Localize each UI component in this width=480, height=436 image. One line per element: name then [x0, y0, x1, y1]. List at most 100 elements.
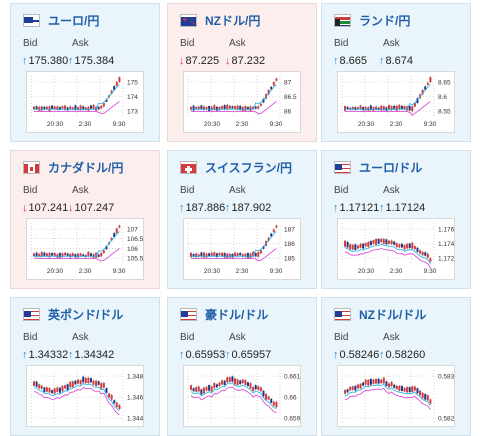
card-header[interactable]: スイスフラン/円 [180, 160, 292, 175]
candlestick-chart[interactable]: 87 86.5 86 20:30 2:30 9:30 [183, 71, 301, 133]
card-header[interactable]: カナダドル/円 [23, 160, 124, 175]
rate-card[interactable]: 英ポンド/ドル Bid Ask ↑1.34332 ↑1.34342 1.348 1.346 1… [10, 297, 160, 436]
y-tick-label: 186 [284, 241, 295, 248]
candle [246, 252, 249, 258]
card-header[interactable]: ユーロ/円 [23, 13, 100, 28]
candlestick-chart[interactable]: 107 106.5 106 105.5 20:30 2:30 9:30 [26, 218, 144, 280]
candle [246, 382, 249, 387]
candle [429, 77, 432, 83]
bid-value: ↓107.241 [22, 202, 68, 214]
candle [236, 105, 239, 110]
candle [221, 380, 224, 385]
candle [118, 77, 121, 83]
candle [61, 106, 64, 109]
candle [372, 240, 375, 244]
candle [210, 106, 213, 111]
currency-pair-title[interactable]: NZドル/ドル [359, 307, 427, 322]
x-tick-label: 2:30 [236, 121, 249, 128]
card-header[interactable]: NZドル/ドル [334, 307, 427, 322]
rate-card[interactable]: NZドル/ドル Bid Ask ↑0.58246 ↑0.58260 0.583 0.582 [321, 297, 471, 436]
card-header[interactable]: ランド/円 [334, 13, 411, 28]
candle [252, 387, 255, 392]
currency-pair-title[interactable]: ランド/円 [359, 13, 411, 28]
chart-svg: 175 174 173 20:30 2:30 9:30 [30, 76, 138, 128]
bid-value: ↑1.17121 [333, 202, 379, 214]
currency-pair-title[interactable]: スイスフラン/円 [205, 160, 292, 175]
candle [95, 380, 98, 387]
candle [254, 385, 257, 390]
rate-card[interactable]: スイスフラン/円 Bid Ask ↑187.886 ↑187.902 187 186 185 2… [167, 150, 317, 289]
bid-number: 0.58246 [339, 349, 380, 361]
candle [33, 106, 35, 110]
candle [395, 105, 398, 111]
bid-number: 175.380 [28, 55, 69, 67]
candle [38, 106, 41, 111]
moving-average-line [191, 84, 277, 110]
candle [234, 106, 236, 109]
candle [234, 252, 236, 257]
candle [190, 385, 192, 390]
y-tick-label: 187 [284, 227, 295, 234]
candle [84, 107, 87, 111]
candlestick-chart[interactable]: 187 186 185 20:30 2:30 9:30 [183, 218, 301, 280]
candlestick-chart[interactable]: 1.348 1.346 1.344 [26, 365, 144, 427]
y-tick-label: 106.5 [127, 236, 143, 243]
moving-average-line [191, 231, 277, 257]
rate-card[interactable]: ランド/円 Bid Ask ↑8.665 ↑8.674 8.65 8.6 8.55 20:30 2… [321, 3, 471, 142]
candle [40, 106, 43, 111]
candle [95, 252, 98, 258]
card-header[interactable]: 豪ドル/ドル [180, 307, 269, 322]
candle [380, 238, 383, 243]
ask-label: Ask [383, 38, 400, 49]
candle [200, 252, 203, 257]
candle [252, 251, 255, 257]
card-header[interactable]: 英ポンド/ドル [23, 307, 124, 322]
ask-number: 0.65957 [231, 349, 272, 361]
currency-pair-title[interactable]: ユーロ/円 [48, 13, 100, 28]
candle [390, 381, 393, 387]
candlestick-chart[interactable]: 0.583 0.582 [337, 365, 455, 427]
x-tick-label: 9:30 [270, 268, 283, 275]
candle [375, 106, 378, 110]
currency-pair-title[interactable]: 英ポンド/ドル [48, 307, 124, 322]
candlestick-chart[interactable]: 0.661 0.66 0.659 [183, 365, 301, 427]
candle [351, 244, 354, 250]
candle [259, 250, 262, 254]
candle [346, 389, 349, 393]
currency-pair-title[interactable]: カナダドル/円 [48, 160, 124, 175]
y-tick-label: 87 [284, 80, 292, 87]
candle [429, 258, 432, 262]
bid-number: 107.241 [28, 202, 69, 214]
ask-label: Ask [72, 185, 89, 196]
moving-average-line [190, 382, 277, 409]
bid-value: ↑8.665 [333, 55, 367, 67]
candle [89, 253, 92, 257]
candle [69, 253, 72, 258]
candle [236, 253, 239, 257]
candle [43, 252, 46, 257]
x-tick-label: 2:30 [390, 121, 403, 128]
candle [364, 107, 367, 111]
bid-number: 0.65953 [185, 349, 226, 361]
currency-pair-title[interactable]: 豪ドル/ドル [205, 307, 269, 322]
candlestick-chart[interactable]: 1.176 1.174 1.172 20:30 2:30 9:30 [337, 218, 455, 280]
rate-card[interactable]: ユーロ/円 Bid Ask ↑175.380 ↑175.384 175 174 173 20:3… [10, 3, 160, 142]
rate-card[interactable]: 豪ドル/ドル Bid Ask ↑0.65953 ↑0.65957 0.661 0.66 0.6… [167, 297, 317, 436]
bid-label: Bid [180, 185, 195, 196]
rate-card[interactable]: ユーロ/ドル Bid Ask ↑1.17121 ↑1.17124 1.176 1.174 1.… [321, 150, 471, 289]
rate-card[interactable]: カナダドル/円 Bid Ask ↓107.241 ↓107.247 107 106.5 106… [10, 150, 160, 289]
candle [69, 106, 72, 110]
currency-pair-title[interactable]: NZドル/円 [205, 13, 261, 28]
candle [110, 90, 113, 94]
rate-card[interactable]: NZドル/円 Bid Ask ↓87.225 ↓87.232 87 86.5 86 20:30 2… [167, 3, 317, 142]
candlestick-chart[interactable]: 8.65 8.6 8.55 20:30 2:30 9:30 [337, 71, 455, 133]
arrow-up-icon: ↑ [225, 202, 231, 214]
card-header[interactable]: NZドル/円 [180, 13, 261, 28]
candlestick-chart[interactable]: 175 174 173 20:30 2:30 9:30 [26, 71, 144, 133]
card-header[interactable]: ユーロ/ドル [334, 160, 423, 175]
currency-pair-title[interactable]: ユーロ/ドル [359, 160, 423, 175]
candle [270, 86, 273, 90]
candle [239, 105, 242, 110]
candle [53, 253, 56, 257]
candle [223, 380, 226, 386]
